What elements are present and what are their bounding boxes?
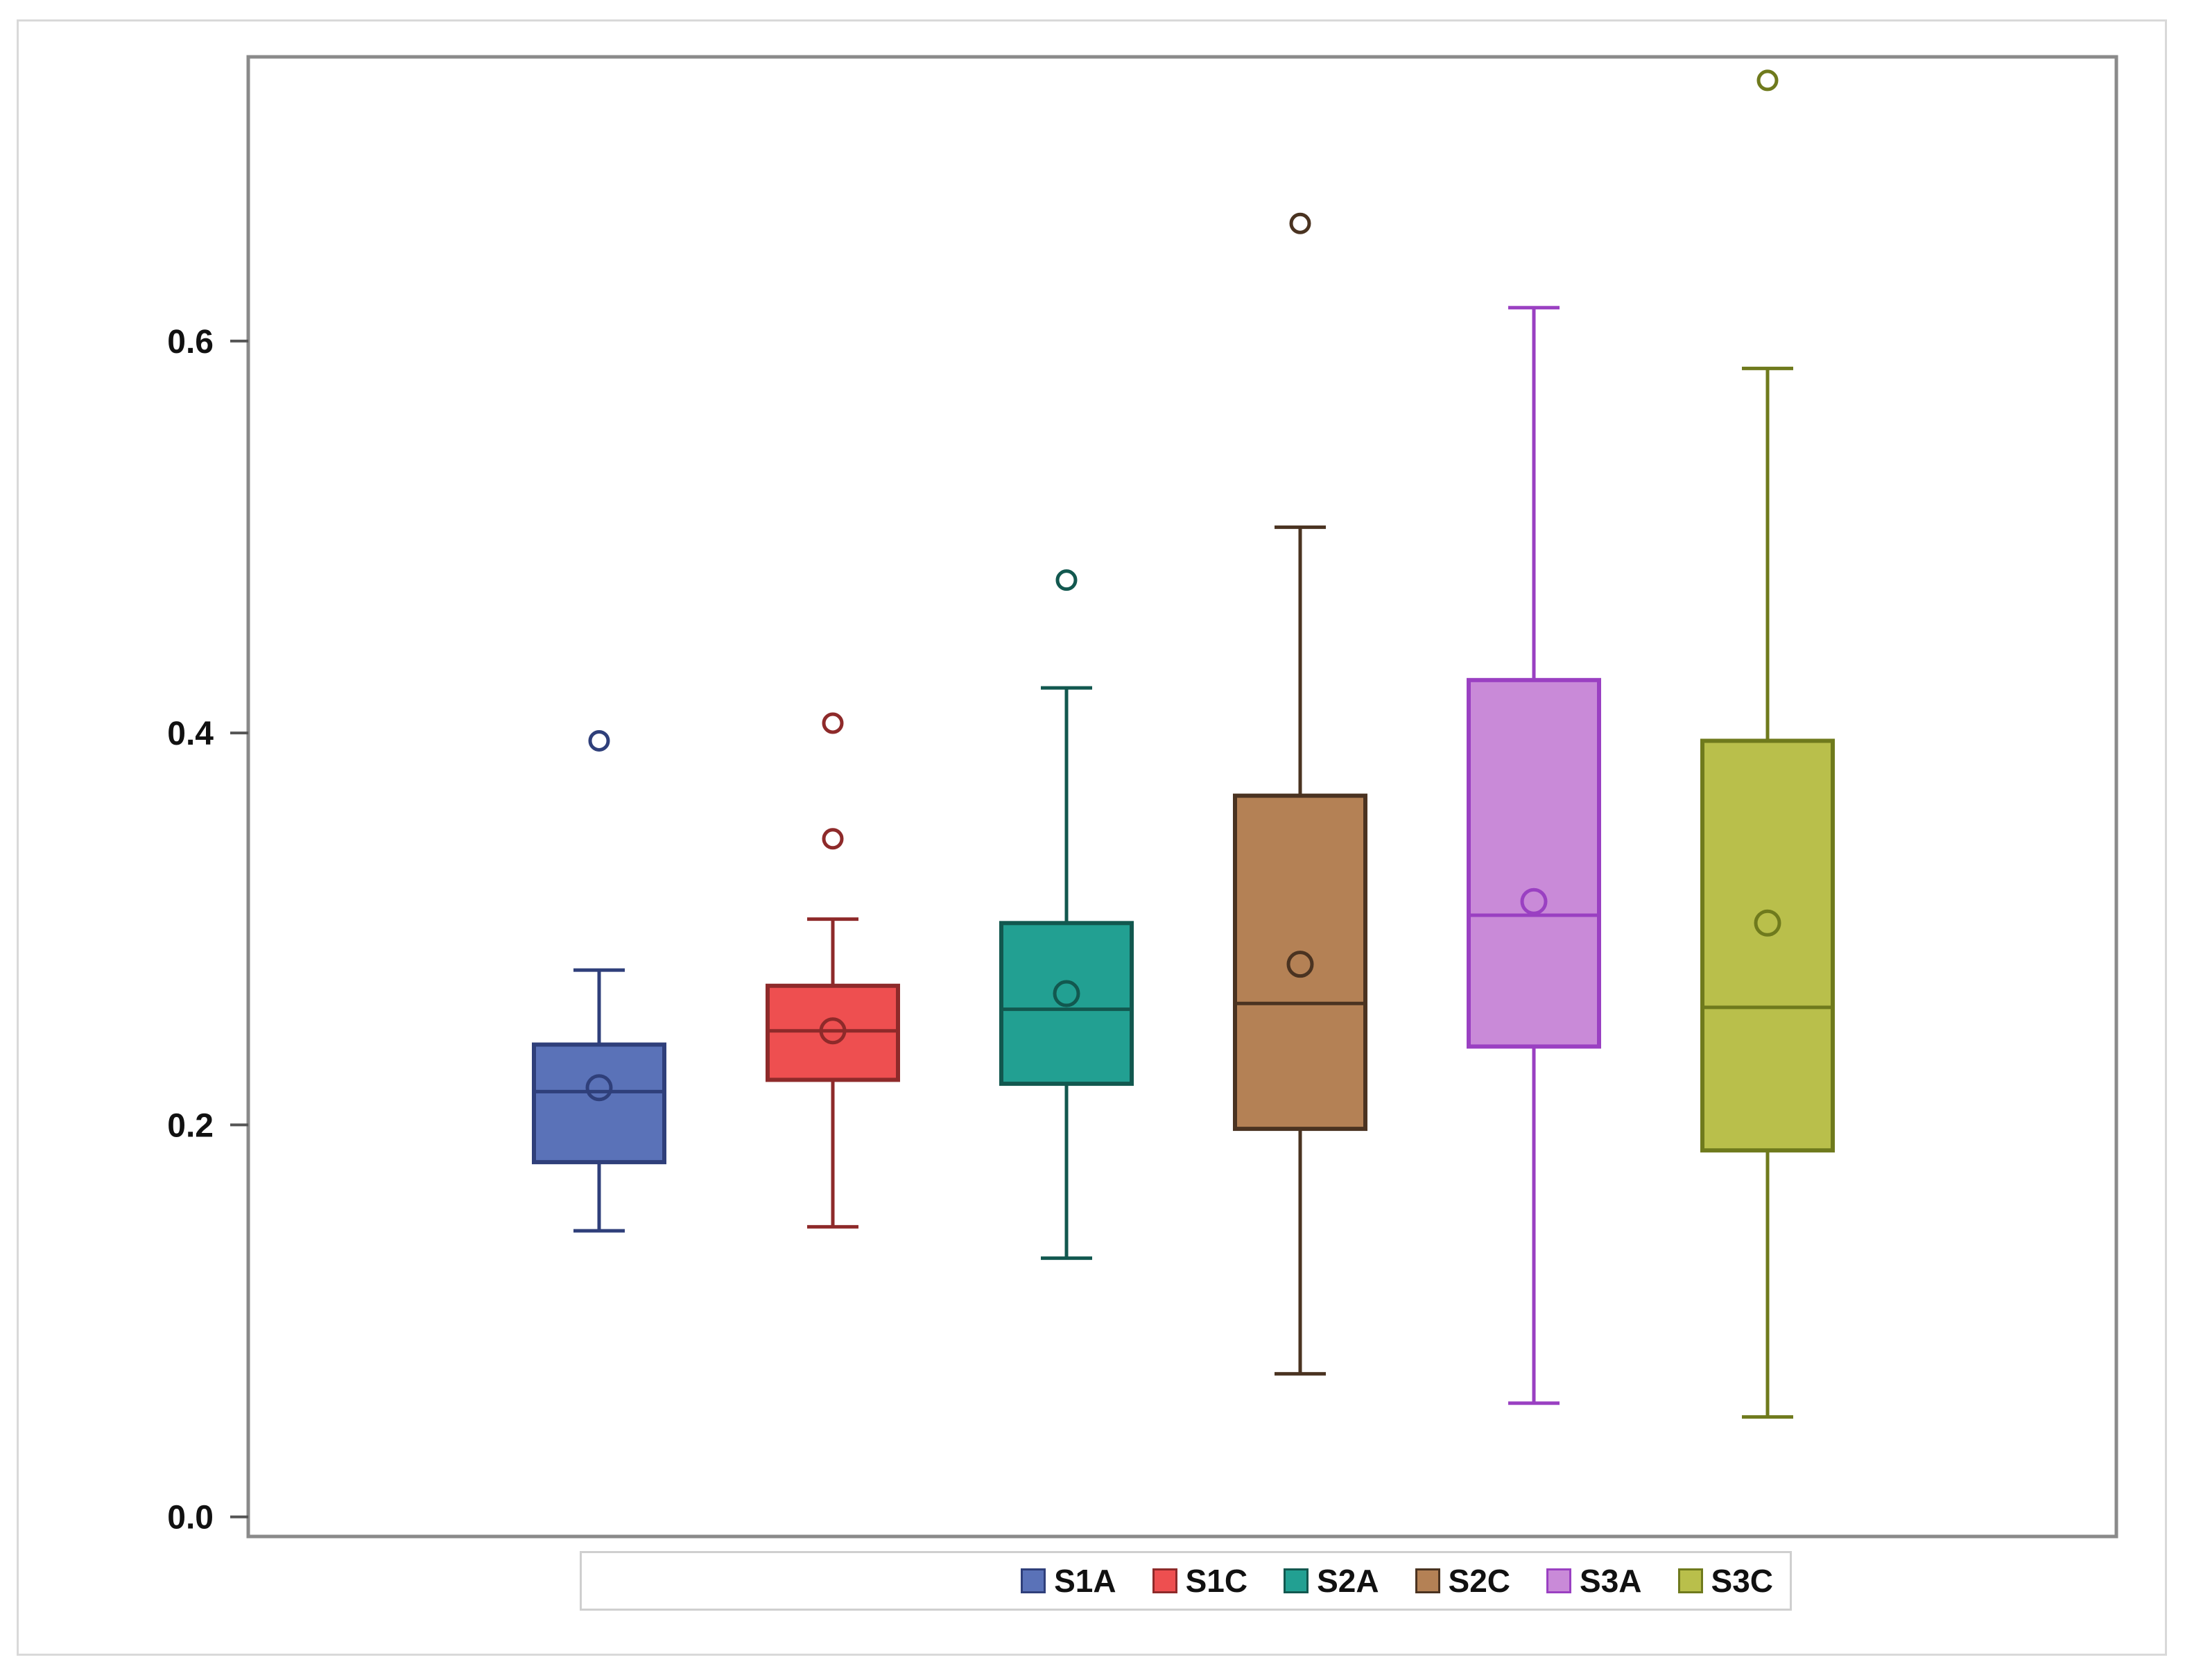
outlier-point [822, 828, 844, 850]
iqr-box [1233, 793, 1367, 1132]
iqr-box [1467, 677, 1601, 1049]
legend-swatch [1284, 1568, 1309, 1593]
plot-area [246, 55, 2118, 1539]
legend-item-s2a: S2A [1284, 1562, 1379, 1600]
legend-swatch [1415, 1568, 1440, 1593]
y-tick-label: 0.0 [167, 1500, 214, 1536]
iqr-box [532, 1042, 666, 1165]
legend-swatch [1546, 1568, 1572, 1593]
iqr-box [1700, 738, 1835, 1153]
iqr-box [766, 983, 900, 1082]
legend-label: S3A [1580, 1563, 1642, 1599]
legend-label: S2C [1448, 1563, 1511, 1599]
legend-swatch [1021, 1568, 1046, 1593]
outlier-point [822, 712, 844, 734]
box-s3c [1700, 69, 1835, 1419]
box-s2a [999, 569, 1134, 1261]
legend-item-s3c: S3C [1677, 1562, 1773, 1600]
box-s1a [532, 729, 666, 1233]
mean-marker [1286, 951, 1314, 978]
legend-label: S1A [1054, 1563, 1116, 1599]
y-tick-label: 0.6 [167, 324, 214, 361]
outlier-point [588, 729, 610, 752]
mean-marker [1520, 887, 1548, 915]
iqr-box [999, 921, 1134, 1086]
legend-item-s3a: S3A [1546, 1562, 1642, 1600]
outlier-point [1289, 212, 1311, 234]
legend-swatch [1152, 1568, 1177, 1593]
mean-marker [1754, 909, 1781, 937]
y-tick-label: 0.2 [167, 1107, 214, 1144]
legend-swatch [1677, 1568, 1703, 1593]
y-tick-label: 0.4 [167, 716, 214, 752]
legend-label: S3C [1711, 1563, 1773, 1599]
legend-item-s1a: S1A [1021, 1562, 1116, 1600]
legend-label: S2A [1317, 1563, 1379, 1599]
outlier-point [1055, 569, 1078, 591]
legend-label: S1C [1185, 1563, 1248, 1599]
box-s2c [1233, 212, 1367, 1376]
outlier-point [1756, 69, 1779, 92]
mean-marker [1053, 980, 1080, 1007]
boxes [532, 69, 1835, 1419]
mean-marker [585, 1074, 613, 1102]
box-s1c [766, 712, 900, 1229]
legend: S1A S1C S2A S2C S3A S3C [580, 1551, 1792, 1611]
figure-frame [17, 19, 2167, 1656]
mean-marker [819, 1017, 847, 1045]
box-s3a [1467, 306, 1601, 1405]
y-axis: 0.0 0.2 0.4 0.6 [167, 324, 248, 1536]
legend-item-s2c: S2C [1415, 1562, 1510, 1600]
legend-item-s1c: S1C [1152, 1562, 1247, 1600]
